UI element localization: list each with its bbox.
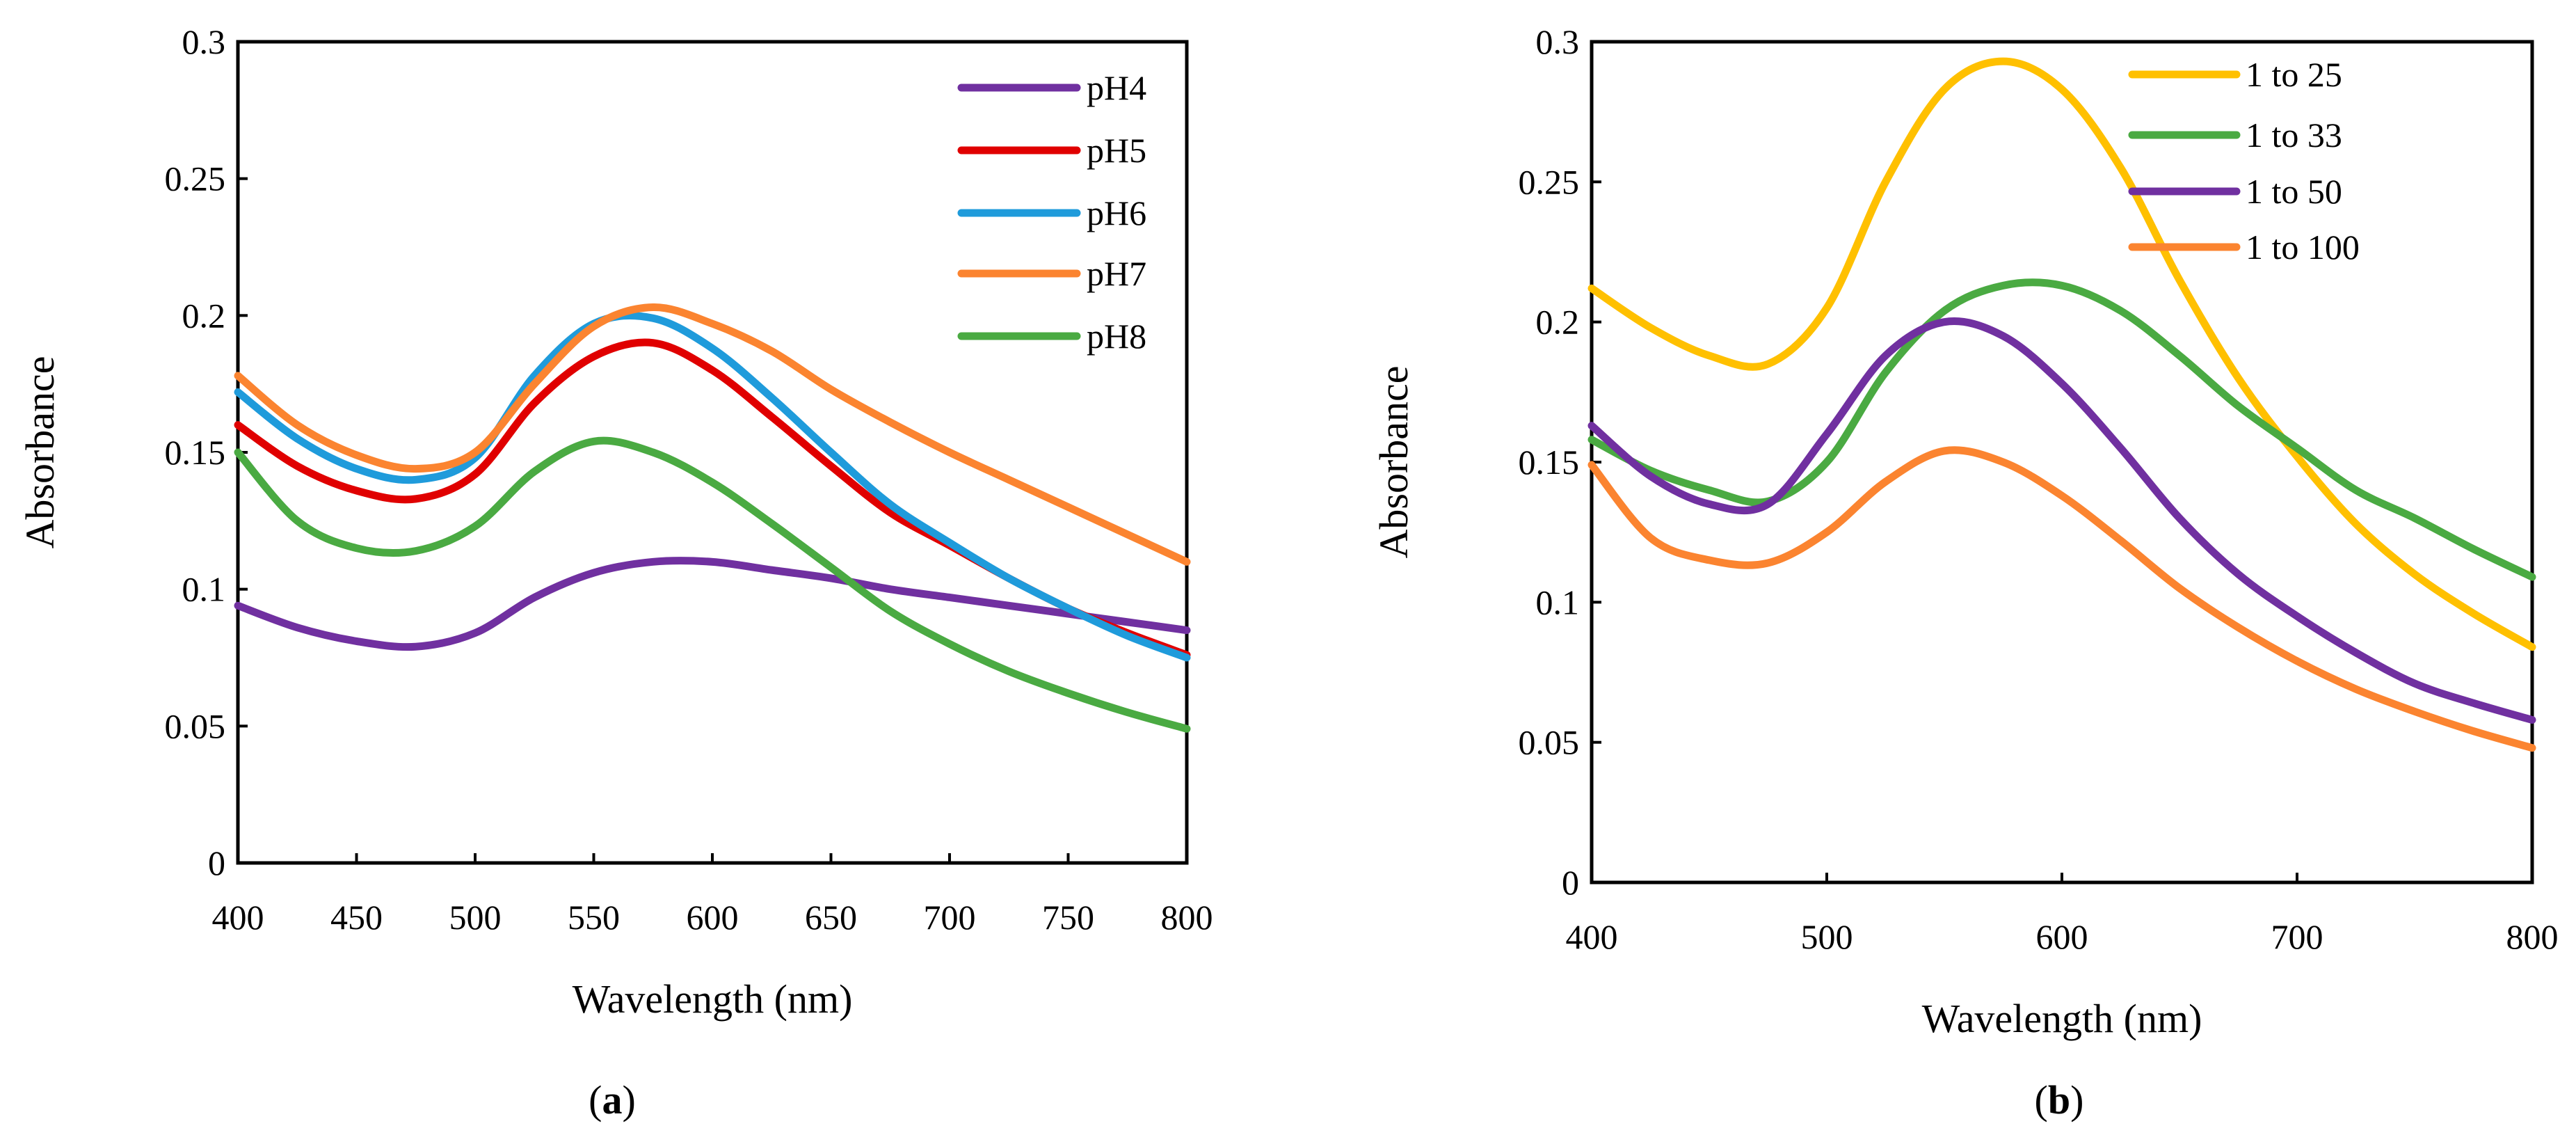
y-tick-label: 0.1 — [182, 570, 226, 609]
panel-letter: b — [2048, 1077, 2070, 1123]
legend-label: 1 to 33 — [2246, 116, 2342, 154]
chart-panel-b: 0 0.05 0.1 0.15 0.2 0.25 0.3 400 500 600 700 800 Wav… — [1371, 22, 2559, 1123]
y-tick-label: 0.05 — [1519, 723, 1580, 762]
panel-label: (b) — [2035, 1077, 2084, 1123]
legend-label: pH4 — [1087, 68, 1146, 107]
y-tick-label: 0 — [208, 843, 225, 882]
y-tick-label: 0.25 — [165, 159, 226, 198]
legend-label: 1 to 25 — [2246, 55, 2342, 94]
y-tick-label: 0.3 — [1536, 22, 1580, 61]
y-tick-label: 0.15 — [165, 433, 226, 472]
x-tick-label: 450 — [330, 898, 383, 937]
paren-close: ) — [2070, 1077, 2083, 1123]
series-line-1-to-33 — [1587, 278, 2536, 581]
x-tick-label: 400 — [212, 898, 264, 937]
x-tick-label: 750 — [1042, 898, 1094, 937]
x-axis-title: Wavelength (nm) — [1922, 996, 2202, 1041]
y-tick-label: 0 — [1562, 863, 1579, 902]
x-tick-label: 400 — [1566, 917, 1618, 956]
y-tick-label: 0.2 — [1536, 303, 1580, 342]
series-line-1-to-50 — [1587, 317, 2536, 724]
y-tick-label: 0.05 — [165, 706, 226, 745]
legend-label: pH5 — [1087, 131, 1146, 170]
paren-close: ) — [623, 1077, 636, 1123]
x-tick-label: 550 — [568, 898, 620, 937]
paren-open: ( — [2035, 1077, 2048, 1123]
y-axis-title: Absorbance — [1371, 365, 1416, 558]
x-tick-label: 800 — [1161, 898, 1213, 937]
legend-label: 1 to 50 — [2246, 172, 2342, 211]
x-tick-label: 800 — [2506, 917, 2559, 956]
legend-label: 1 to 100 — [2246, 228, 2360, 267]
x-tick-label: 650 — [805, 898, 857, 937]
x-tick-label: 700 — [924, 898, 976, 937]
legend-label: pH7 — [1087, 254, 1146, 293]
x-axis-title: Wavelength (nm) — [573, 976, 853, 1022]
series-line-ph4 — [234, 557, 1191, 651]
panel-letter: a — [602, 1077, 623, 1123]
legend-label: pH6 — [1087, 193, 1146, 232]
y-axis-title: Absorbance — [17, 356, 63, 548]
chart-panel-a: 0 0.05 0.1 0.15 0.2 0.25 0.3 400 450 500 550 600 650… — [17, 22, 1213, 1123]
plot-frame — [1590, 40, 2534, 885]
plot-frame — [236, 40, 1189, 865]
x-tick-label: 600 — [2036, 917, 2088, 956]
series-line-1-to-25 — [1587, 57, 2536, 651]
x-tick-label: 500 — [1801, 917, 1853, 956]
panel-label: (a) — [589, 1077, 636, 1123]
y-tick-label: 0.25 — [1519, 162, 1580, 201]
series-line-ph6 — [234, 312, 1191, 662]
x-tick-label: 600 — [687, 898, 739, 937]
y-tick-label: 0.2 — [182, 296, 226, 335]
y-tick-label: 0.1 — [1536, 582, 1580, 621]
x-tick-label: 700 — [2271, 917, 2323, 956]
series-line-ph7 — [234, 303, 1191, 566]
series-line-1-to-100 — [1587, 446, 2536, 752]
y-tick-label: 0.3 — [182, 22, 226, 61]
paren-open: ( — [589, 1077, 602, 1123]
legend-label: pH8 — [1087, 317, 1146, 356]
series-line-ph8 — [234, 436, 1191, 733]
y-tick-label: 0.15 — [1519, 443, 1580, 482]
x-tick-label: 500 — [449, 898, 502, 937]
